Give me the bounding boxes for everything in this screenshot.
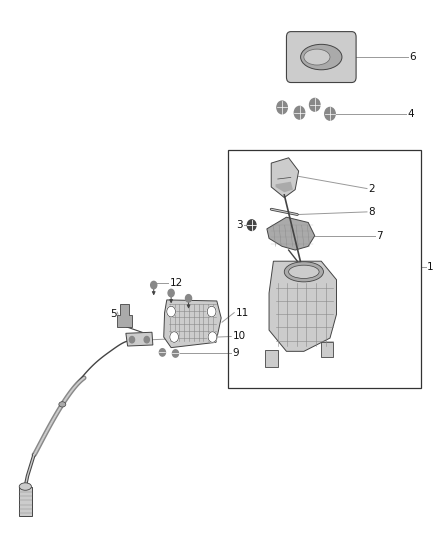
Ellipse shape — [289, 265, 319, 278]
Ellipse shape — [19, 483, 32, 490]
Circle shape — [168, 289, 174, 297]
Text: 4: 4 — [407, 109, 414, 119]
Text: 2: 2 — [368, 183, 375, 193]
Bar — [228, 150, 421, 389]
Text: 6: 6 — [410, 52, 416, 62]
Bar — [265, 350, 278, 367]
Polygon shape — [267, 217, 315, 250]
Circle shape — [310, 99, 320, 111]
Polygon shape — [117, 304, 132, 327]
Bar — [321, 342, 333, 357]
Text: 3: 3 — [237, 220, 243, 230]
Bar — [19, 487, 32, 516]
Ellipse shape — [59, 402, 66, 407]
Polygon shape — [126, 332, 153, 346]
Text: 9: 9 — [233, 348, 239, 358]
Text: 12: 12 — [170, 278, 183, 288]
Circle shape — [173, 350, 179, 357]
Circle shape — [151, 281, 157, 289]
Circle shape — [144, 336, 149, 343]
Circle shape — [170, 332, 179, 342]
Polygon shape — [276, 182, 293, 192]
Text: 11: 11 — [236, 308, 249, 318]
Ellipse shape — [300, 44, 342, 70]
Ellipse shape — [284, 262, 323, 282]
Ellipse shape — [304, 49, 330, 65]
Circle shape — [294, 107, 305, 119]
Circle shape — [208, 332, 217, 342]
Circle shape — [185, 295, 191, 302]
Circle shape — [159, 349, 166, 356]
Polygon shape — [269, 261, 336, 351]
Circle shape — [247, 220, 256, 230]
Text: 8: 8 — [368, 207, 375, 217]
Circle shape — [167, 306, 176, 317]
Polygon shape — [164, 300, 221, 348]
Circle shape — [277, 101, 287, 114]
Text: 1: 1 — [427, 262, 434, 271]
FancyBboxPatch shape — [286, 31, 356, 83]
Circle shape — [207, 306, 216, 317]
Text: 10: 10 — [233, 332, 246, 342]
Text: 7: 7 — [376, 231, 383, 241]
Circle shape — [129, 336, 134, 343]
Text: 5: 5 — [110, 309, 117, 319]
Circle shape — [325, 108, 335, 120]
Polygon shape — [271, 158, 299, 198]
